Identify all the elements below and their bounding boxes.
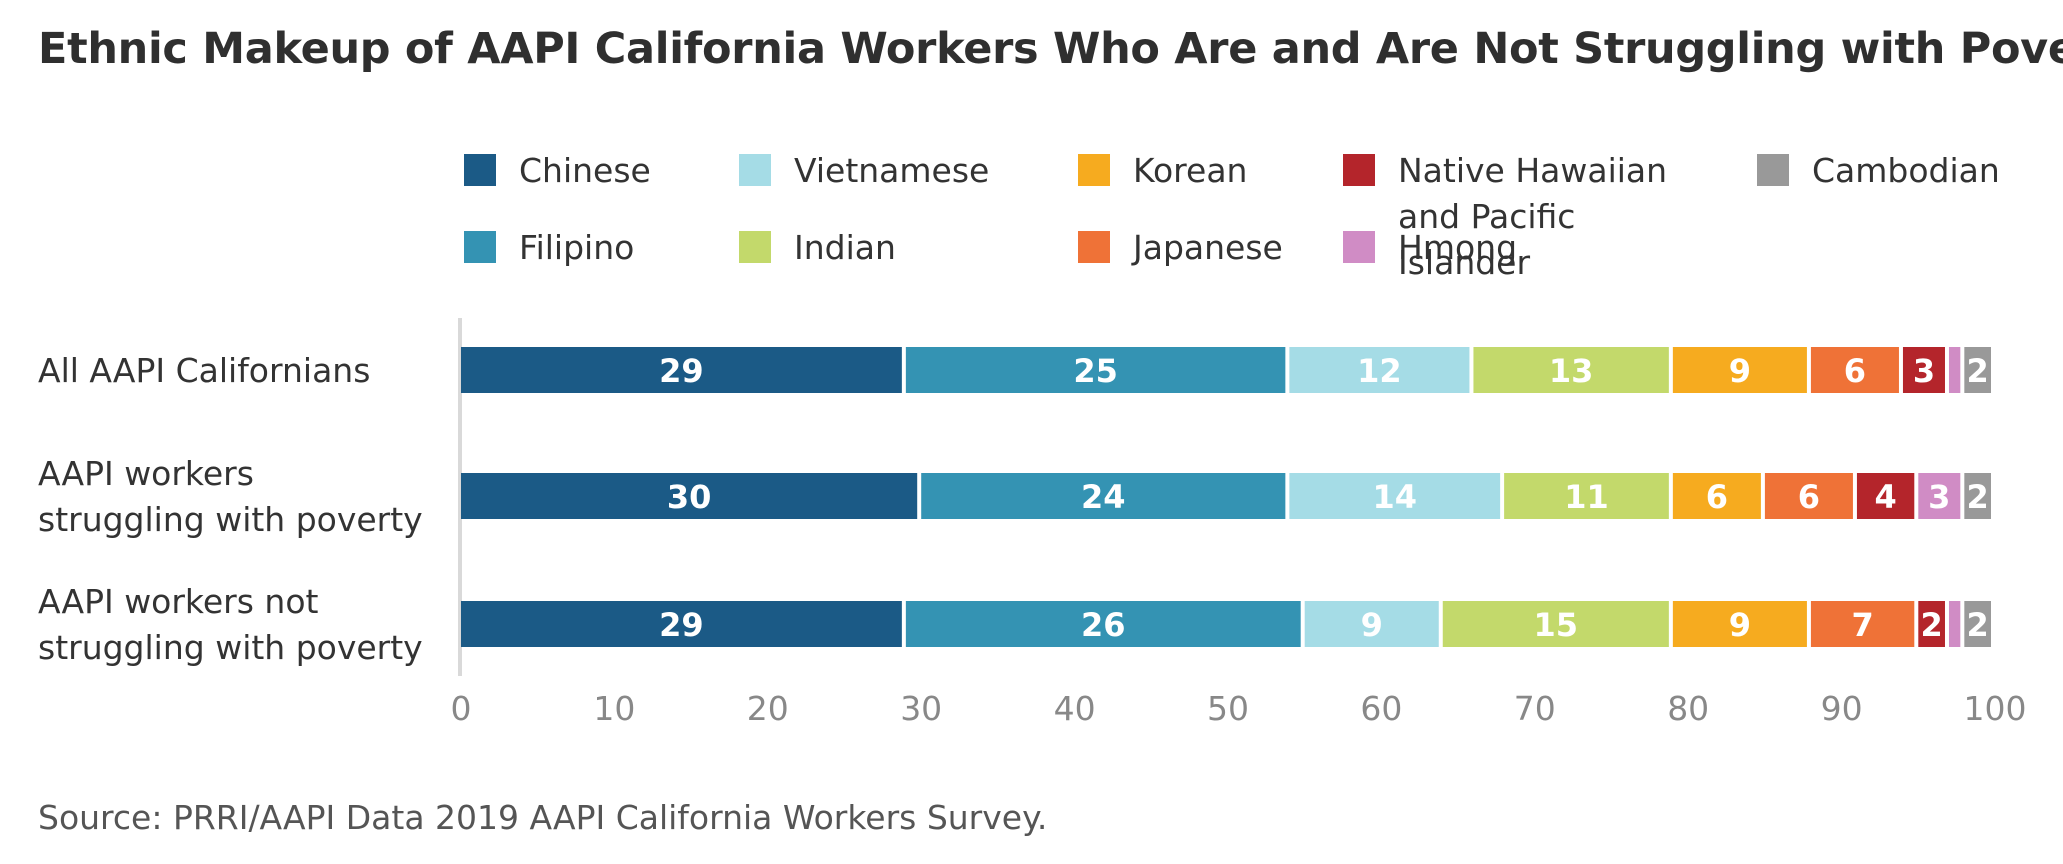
legend-swatch-vietnamese [739,154,771,186]
x-tick-label: 10 [593,689,635,728]
data-label: 4 [1874,478,1896,516]
legend-swatch-native-hawaiian-and-pacific-islander [1343,154,1375,186]
legend-label: Korean [1133,151,1247,190]
data-label: 11 [1564,478,1609,516]
category-label: AAPI workers not [38,582,319,621]
bar-segment-korean [1672,473,1761,519]
bar-segment-hmong [1948,347,1961,393]
legend-label: Hmong [1398,228,1517,267]
bar-segment-vietnamese [1289,347,1470,393]
bar-segment-indian [1504,473,1669,519]
legend-swatch-indian [739,231,771,263]
bar-segment-native-hawaiian-and-pacific-islander [1902,347,1945,393]
category-label: struggling with poverty [38,500,423,539]
data-label: 9 [1361,606,1383,644]
x-tick-label: 90 [1821,689,1863,728]
data-label: 2 [1967,352,1989,390]
data-label: 13 [1549,352,1594,390]
data-label: 29 [659,606,704,644]
data-label: 2 [1967,478,1989,516]
bar-segment-japanese [1810,347,1899,393]
bar-segment-indian [1442,601,1669,647]
data-label: 6 [1844,352,1866,390]
bar-segment-korean [1672,347,1807,393]
category-label: AAPI workers [38,454,254,493]
category-label: struggling with poverty [38,628,423,667]
chart-source: Source: PRRI/AAPI Data 2019 AAPI Califor… [38,798,1048,837]
data-label: 24 [1081,478,1126,516]
legend-swatch-filipino [464,231,496,263]
data-label: 30 [667,478,712,516]
legend-swatch-japanese [1078,231,1110,263]
bar-segment-native-hawaiian-and-pacific-islander [1856,473,1915,519]
data-label: 3 [1913,352,1935,390]
x-tick-label: 100 [1964,689,2027,728]
category-label: All AAPI Californians [38,351,370,390]
bar-segment-hmong [1918,473,1961,519]
legend-label: and Pacific [1398,197,1575,236]
data-label: 2 [1967,606,1989,644]
data-label: 9 [1729,352,1751,390]
bar-segment-filipino [921,473,1286,519]
data-label: 6 [1798,478,1820,516]
bar-segment-filipino [905,601,1301,647]
bar-segment-cambodian [1964,601,1991,647]
x-tick-label: 70 [1514,689,1556,728]
legend-swatch-chinese [464,154,496,186]
bar-segment-chinese [461,601,902,647]
bar-segment-hmong [1948,601,1961,647]
data-label: 7 [1851,606,1873,644]
bar-segment-japanese [1810,601,1915,647]
bar-segment-indian [1473,347,1669,393]
bar-segment-korean [1672,601,1807,647]
x-tick-label: 80 [1667,689,1709,728]
legend-swatch-korean [1078,154,1110,186]
data-label: 9 [1729,606,1751,644]
data-label: 2 [1921,606,1943,644]
bar-segment-vietnamese [1289,473,1501,519]
bar-segment-japanese [1764,473,1853,519]
bar-segment-cambodian [1964,473,1991,519]
x-tick-label: 50 [1207,689,1249,728]
data-label: 3 [1928,478,1950,516]
legend-swatch-hmong [1343,231,1375,263]
x-tick-label: 40 [1054,689,1096,728]
bar-segment-cambodian [1964,347,1991,393]
data-label: 6 [1706,478,1728,516]
legend-swatch-cambodian [1757,154,1789,186]
legend-label: Cambodian [1812,151,2000,190]
x-tick-label: 0 [451,689,472,728]
legend-label: Japanese [1131,228,1283,267]
data-label: 26 [1081,606,1126,644]
stacked-bar-chart: 0 10 20 30 40 50 60 70 80 90 100 All AAPI Californi… [38,151,2027,728]
legend-label: Chinese [519,151,651,190]
legend-label: Vietnamese [794,151,989,190]
legend-label: Indian [794,228,896,267]
x-tick-label: 20 [747,689,789,728]
chart-title: Ethnic Makeup of AAPI California Workers… [38,24,2063,74]
data-label: 25 [1073,352,1118,390]
legend-label: Islander [1398,243,1530,282]
data-label: 29 [659,352,704,390]
x-tick-label: 60 [1360,689,1402,728]
x-tick-label: 30 [900,689,942,728]
legend-label: Filipino [519,228,634,267]
data-label: 15 [1534,606,1579,644]
bar-segment-filipino [905,347,1286,393]
bar-segment-chinese [461,347,902,393]
bar-segment-chinese [461,473,918,519]
legend-label: Native Hawaiian [1398,151,1667,190]
bar-segment-vietnamese [1304,601,1439,647]
data-label: 14 [1372,478,1417,516]
bar-segment-native-hawaiian-and-pacific-islander [1918,601,1945,647]
data-label: 12 [1357,352,1402,390]
